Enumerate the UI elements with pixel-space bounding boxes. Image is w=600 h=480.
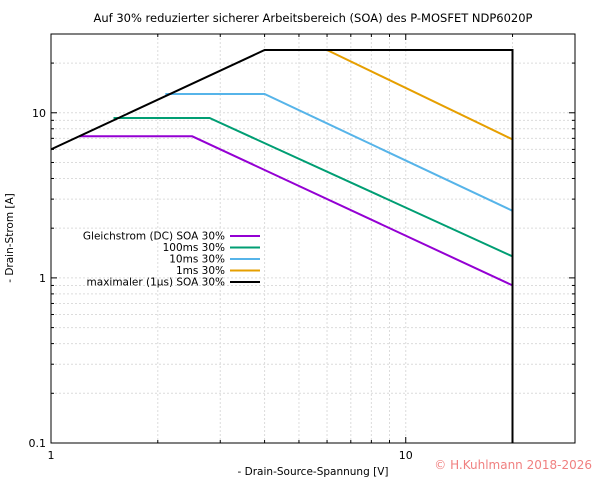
copyright-notice: © H.Kuhlmann 2018-2026 <box>434 458 592 472</box>
chart-title: Auf 30% reduzierter sicherer Arbeitsbere… <box>93 11 532 25</box>
x-tick-label: 10 <box>399 449 413 462</box>
y-tick-label: 0.1 <box>29 437 47 450</box>
plot-frame <box>50 33 576 444</box>
series-line-5 <box>50 49 514 443</box>
legend-label-1: Gleichstrom (DC) SOA 30% <box>83 231 225 243</box>
series-lines <box>50 49 514 443</box>
x-axis-label: - Drain-Source-Spannung [V] <box>238 466 389 478</box>
legend-label-4: 1ms 30% <box>176 265 225 277</box>
legend-label-2: 100ms 30% <box>163 242 225 254</box>
legend-label-3: 10ms 30% <box>169 254 225 266</box>
series-line-2 <box>113 117 513 258</box>
series-line-1 <box>79 135 513 287</box>
x-tick-label: 1 <box>48 449 55 462</box>
legend-label-5: maximaler (1µs) SOA 30% <box>87 277 225 289</box>
y-tick-label: 10 <box>32 107 46 120</box>
axis-ticks <box>50 33 576 444</box>
series-line-3 <box>165 93 513 212</box>
y-tick-label: 1 <box>39 272 46 285</box>
y-axis-label: - Drain-Strom [A] <box>4 193 16 283</box>
series-line-4 <box>326 49 513 141</box>
legend: Gleichstrom (DC) SOA 30%100ms 30%10ms 30… <box>83 231 260 289</box>
